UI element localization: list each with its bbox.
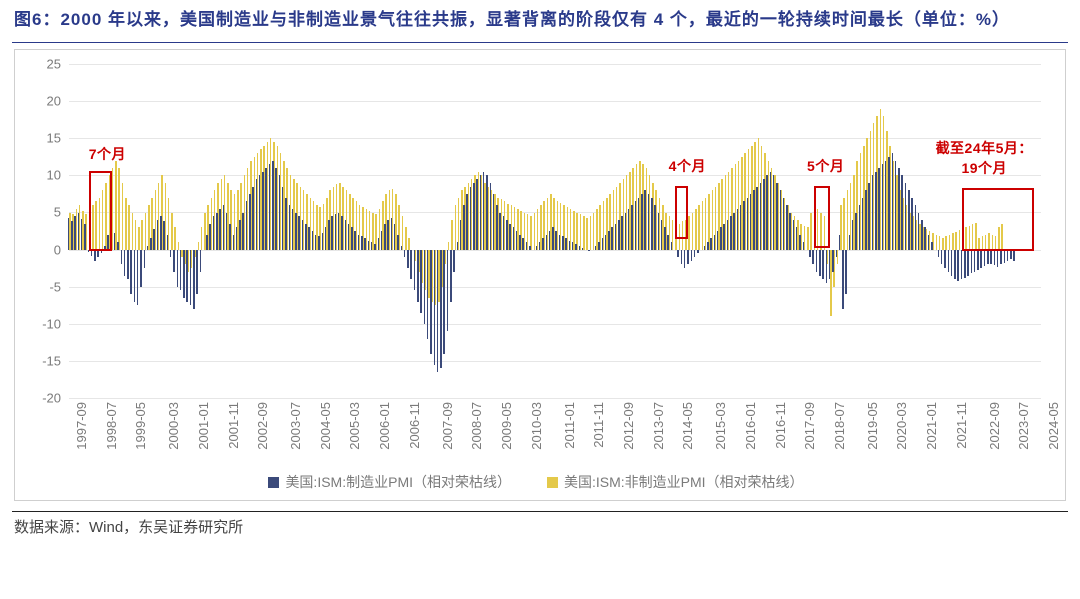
x-tick-label: 2011-01 [562,402,577,449]
divergence-box [675,186,688,239]
x-tick-label: 2024-05 [1046,402,1061,450]
x-tick-label: 2010-03 [529,402,544,450]
divergence-label: 4个月 [669,156,706,176]
x-tick-label: 2005-03 [347,402,362,450]
y-tick-label: -5 [25,279,61,294]
footer-rule [12,511,1068,512]
legend-swatch-icon [547,477,558,488]
x-tick-label: 2002-09 [255,402,270,450]
legend-label: 美国:ISM:制造业PMI（相对荣枯线） [285,472,511,492]
x-tick-label: 2023-07 [1016,402,1031,450]
data-source: 数据来源：Wind，东吴证券研究所 [0,516,1080,537]
x-tick-label: 2000-03 [166,402,181,450]
x-tick-label: 1997-09 [74,402,89,450]
x-tick-label: 2021-01 [924,402,939,450]
x-tick-label: 2019-05 [865,402,880,450]
chart-panel: -20 -15 -10 -5 0 5 10 15 20 25 7个月 4个月 5个月 截至24年5月：1… [14,49,1066,501]
legend: 美国:ISM:制造业PMI（相对荣枯线） 美国:ISM:非制造业PMI（相对荣枯… [25,472,1047,492]
x-tick-label: 2016-01 [743,402,758,450]
x-tick-label: 2022-09 [987,402,1002,450]
y-axis: -20-15-10-50510152025 [25,64,65,398]
legend-label: 美国:ISM:非制造业PMI（相对荣枯线） [564,472,804,492]
x-tick-label: 2017-09 [802,402,817,450]
title-rule [12,42,1068,43]
x-tick-label: 2007-09 [440,402,455,450]
x-tick-label: 1998-07 [104,402,119,450]
x-axis: 1997-09 1998-07 1999-05 2000-03 2001-01 2001-… [69,398,1041,470]
y-tick-label: -20 [25,391,61,406]
plot-area: -20-15-10-50510152025 7个月4个月5个月截至24年5月：1… [69,64,1041,398]
y-tick-label: -15 [25,353,61,368]
x-tick-label: 2004-05 [318,402,333,450]
chart-title: 图6：2000 年以来，美国制造业与非制造业景气往往共振，显著背离的阶段仅有 4… [0,0,1080,42]
x-tick-label: 2006-11 [407,402,422,449]
x-tick-label: 2020-03 [894,402,909,450]
x-tick-label: 2021-11 [954,402,969,449]
x-tick-label: 2015-03 [713,402,728,450]
legend-swatch-icon [268,477,279,488]
annotations-layer: 7个月 4个月 5个月 截至24年5月：19个月 [69,64,1041,398]
x-tick-label: 2018-07 [832,402,847,450]
legend-item-manufacturing: 美国:ISM:制造业PMI（相对荣枯线） [268,472,511,492]
divergence-box [89,171,112,251]
x-tick-label: 2016-11 [773,402,788,449]
x-tick-label: 2003-07 [288,402,303,450]
divergence-label: 截至24年5月：19个月 [936,138,1033,178]
x-tick-label: 2001-01 [196,402,211,450]
y-tick-label: 10 [25,168,61,183]
x-tick-label: 2012-09 [621,402,636,450]
divergence-box [962,188,1034,251]
x-tick-label: 2013-07 [651,402,666,450]
x-tick-label: 2009-05 [499,402,514,450]
y-tick-label: 5 [25,205,61,220]
x-tick-label: 2011-11 [591,402,606,448]
x-tick-label: 2008-07 [469,402,484,450]
divergence-box [814,186,830,248]
y-tick-label: 15 [25,131,61,146]
legend-item-nonmanufacturing: 美国:ISM:非制造业PMI（相对荣枯线） [547,472,804,492]
divergence-label: 7个月 [89,144,126,164]
y-tick-label: 0 [25,242,61,257]
y-tick-label: 20 [25,94,61,109]
y-tick-label: -10 [25,316,61,331]
y-tick-label: 25 [25,57,61,72]
x-tick-label: 1999-05 [133,402,148,450]
x-tick-label: 2014-05 [680,402,695,450]
divergence-label: 5个月 [807,156,844,176]
x-tick-label: 2001-11 [226,402,241,449]
x-tick-label: 2006-01 [377,402,392,450]
